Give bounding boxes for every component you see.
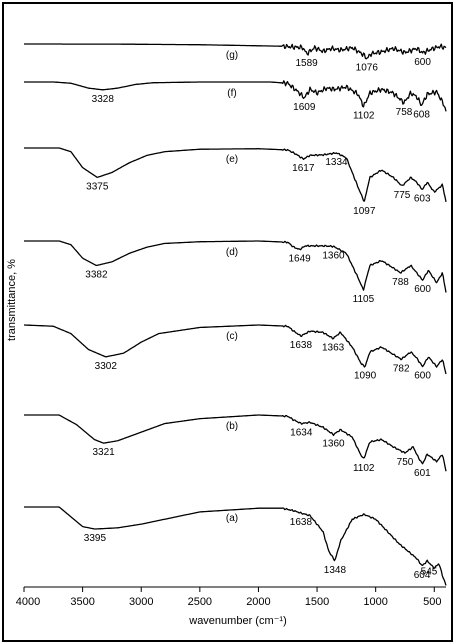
y-axis-label: transmittance, % bbox=[6, 259, 18, 341]
peak-label-f-608: 608 bbox=[413, 109, 430, 120]
peak-label-b-3321: 3321 bbox=[92, 447, 115, 458]
spectrum-line-c bbox=[24, 324, 447, 375]
x-axis-label: wavenumber (cm⁻¹) bbox=[188, 615, 287, 627]
peak-label-b-1360: 1360 bbox=[322, 439, 345, 450]
peak-label-d-788: 788 bbox=[392, 277, 409, 288]
spectrum-line-a bbox=[24, 506, 447, 586]
spectrum-line-d bbox=[24, 240, 447, 293]
peak-label-d-600: 600 bbox=[414, 284, 431, 295]
peak-label-a-1638: 1638 bbox=[290, 517, 313, 528]
spectrum-line-f bbox=[24, 80, 447, 112]
peak-label-d-1105: 1105 bbox=[353, 294, 375, 305]
peak-label-a-3395: 3395 bbox=[84, 533, 107, 544]
peak-label-b-750: 750 bbox=[397, 457, 414, 468]
peak-label-g-600: 600 bbox=[414, 57, 431, 68]
peak-label-a-604: 604 bbox=[414, 570, 431, 581]
peak-label-c-1090: 1090 bbox=[354, 371, 377, 382]
x-tick-label-2500: 2500 bbox=[188, 596, 212, 608]
x-tick-label-3000: 3000 bbox=[129, 596, 153, 608]
peak-label-b-601: 601 bbox=[414, 468, 431, 479]
peak-label-c-1638: 1638 bbox=[290, 340, 313, 351]
peak-label-a-545: 545 bbox=[421, 567, 438, 578]
peak-label-g-1589: 1589 bbox=[295, 58, 318, 69]
x-tick-label-2000: 2000 bbox=[246, 596, 270, 608]
peak-label-d-3382: 3382 bbox=[85, 270, 108, 281]
curve-label-a: (a) bbox=[226, 513, 238, 524]
peak-label-d-1649: 1649 bbox=[288, 254, 311, 265]
peak-label-f-1102: 1102 bbox=[353, 111, 375, 122]
peak-label-e-1617: 1617 bbox=[292, 163, 315, 174]
spectra-curves bbox=[24, 43, 447, 586]
curve-label-f: (f) bbox=[227, 88, 236, 99]
spectrum-line-e bbox=[24, 147, 447, 203]
peak-label-c-3302: 3302 bbox=[95, 361, 118, 372]
x-tick-label-3500: 3500 bbox=[70, 596, 94, 608]
x-tick-label-1500: 1500 bbox=[305, 596, 329, 608]
curve-label-c: (c) bbox=[226, 331, 238, 342]
peak-label-a-1348: 1348 bbox=[324, 565, 347, 576]
peak-label-e-775: 775 bbox=[394, 190, 411, 201]
peak-label-b-1634: 1634 bbox=[290, 428, 313, 439]
axes: 4000 3500 3000 2500 2000 1500 1000 500 wavenumb… bbox=[6, 259, 446, 627]
x-tick-label-1000: 1000 bbox=[363, 596, 387, 608]
peak-label-c-1363: 1363 bbox=[322, 343, 345, 354]
x-tick-label-500: 500 bbox=[423, 596, 441, 608]
peak-label-e-1334: 1334 bbox=[325, 157, 348, 168]
peak-label-e-3375: 3375 bbox=[86, 181, 109, 192]
peak-label-b-1102: 1102 bbox=[353, 463, 375, 474]
peak-labels: 1589 1076 600 3328 1609 1102 758 608 3375 1617 133… bbox=[84, 57, 438, 581]
peak-label-f-3328: 3328 bbox=[92, 94, 115, 105]
peak-label-g-1076: 1076 bbox=[356, 63, 379, 74]
peak-label-e-603: 603 bbox=[414, 194, 431, 205]
spectrum-line-g bbox=[24, 43, 447, 60]
peak-label-d-1360: 1360 bbox=[322, 250, 345, 261]
curve-label-g: (g) bbox=[226, 50, 238, 61]
curve-labels: (g) (f) (e) (d) (c) (b) (a) bbox=[226, 50, 238, 524]
curve-label-b: (b) bbox=[226, 421, 238, 432]
peak-label-c-782: 782 bbox=[393, 363, 410, 374]
peak-label-f-758: 758 bbox=[396, 107, 413, 118]
curve-label-e: (e) bbox=[226, 154, 238, 165]
x-tick-label-4000: 4000 bbox=[16, 596, 40, 608]
spectrum-line-b bbox=[24, 414, 447, 472]
peak-label-e-1097: 1097 bbox=[353, 206, 376, 217]
curve-label-d: (d) bbox=[226, 247, 238, 258]
x-axis-ticks: 4000 3500 3000 2500 2000 1500 1000 500 bbox=[16, 587, 441, 608]
peak-label-f-1609: 1609 bbox=[293, 102, 316, 113]
peak-label-c-600: 600 bbox=[414, 371, 431, 382]
